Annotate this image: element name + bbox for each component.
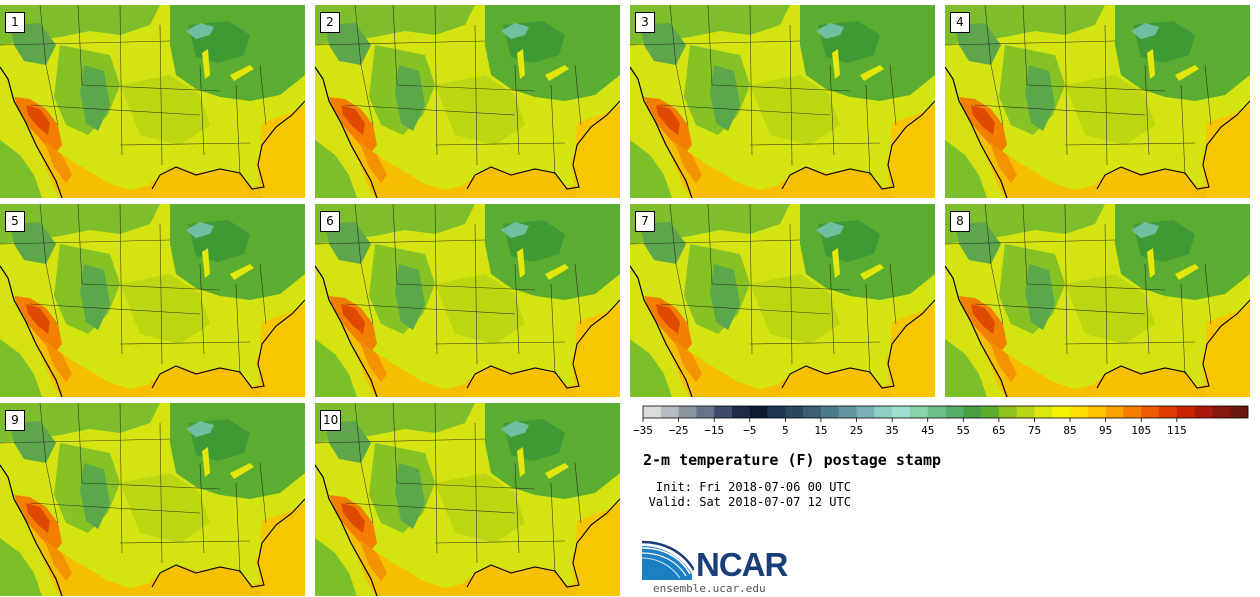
member-number-label: 8 [950, 211, 970, 232]
ensemble-member-panel-3: 3 [630, 5, 935, 198]
colorbar-swatch [731, 406, 751, 418]
ensemble-member-panel-5: 5 [0, 204, 305, 397]
member-number-label: 3 [635, 12, 655, 33]
init-time: Init: Fri 2018-07-06 00 UTC [643, 480, 851, 494]
member-number-label: 5 [5, 211, 25, 232]
logo-url[interactable]: ensemble.ucar.edu [653, 582, 766, 595]
ensemble-member-panel-4: 4 [945, 5, 1250, 198]
colorbar-tick-label: 25 [850, 424, 863, 437]
colorbar-swatch [874, 406, 893, 418]
colorbar-swatch [803, 406, 822, 418]
temperature-map [630, 204, 935, 397]
page-title: 2-m temperature (F) postage stamp [643, 451, 942, 469]
colorbar-graphic: −35 −25 −15 −5 5 15 25 35 45 55 65 75 85 95 105 115 [633, 405, 1249, 437]
temperature-map [0, 5, 305, 198]
colorbar-swatch [643, 406, 662, 418]
colorbar-swatch [696, 406, 715, 418]
colorbar-swatch [945, 406, 964, 418]
ensemble-member-panel-8: 8 [945, 204, 1250, 397]
member-number-label: 7 [635, 211, 655, 232]
member-number-label: 10 [320, 410, 342, 431]
colorbar-swatch [714, 406, 733, 418]
colorbar-swatch [927, 406, 946, 418]
colorbar-tick-label: 75 [1028, 424, 1041, 437]
colorbar-swatch [1105, 406, 1124, 418]
colorbar-swatch [767, 406, 786, 418]
ensemble-member-panel-2: 2 [315, 5, 620, 198]
ncar-swoosh-icon [642, 540, 694, 580]
colorbar-swatch [892, 406, 911, 418]
ensemble-member-panel-1: 1 [0, 5, 305, 198]
temperature-map [945, 5, 1250, 198]
temperature-map [0, 403, 305, 596]
temperature-map [315, 5, 620, 198]
colorbar-tick-label: −15 [704, 424, 724, 437]
colorbar-swatch [678, 406, 697, 418]
member-number-label: 6 [320, 211, 340, 232]
temperature-map [630, 5, 935, 198]
colorbar-swatch [749, 406, 768, 418]
valid-label: Valid: [648, 495, 692, 509]
ensemble-member-panel-6: 6 [315, 204, 620, 397]
colorbar-swatch [785, 406, 804, 418]
colorbar-swatch [1141, 406, 1160, 418]
member-number-label: 4 [950, 12, 970, 33]
colorbar-swatch [1034, 406, 1053, 418]
colorbar-swatch [963, 406, 982, 418]
init-label: Init: [655, 480, 692, 494]
colorbar-tick-label: −35 [633, 424, 653, 437]
ensemble-member-panel-10: 10 [315, 403, 620, 596]
colorbar-swatch [1230, 406, 1249, 418]
colorbar-swatch [856, 406, 875, 418]
colorbar-tick-label: 85 [1063, 424, 1076, 437]
colorbar-tick-label: 95 [1099, 424, 1112, 437]
temperature-map [315, 403, 620, 596]
colorbar-swatch [1212, 406, 1231, 418]
member-number-label: 9 [5, 410, 25, 431]
colorbar-tick-label: 55 [957, 424, 970, 437]
colorbar-tick-label: 45 [921, 424, 934, 437]
ensemble-member-panel-7: 7 [630, 204, 935, 397]
member-number-label: 1 [5, 12, 25, 33]
colorbar-swatch [1087, 406, 1106, 418]
ensemble-member-panel-9: 9 [0, 403, 305, 596]
colorbar-swatch [820, 406, 840, 418]
colorbar-swatch [1194, 406, 1213, 418]
valid-time: Valid: Sat 2018-07-07 12 UTC [643, 495, 851, 509]
colorbar-swatch [1176, 406, 1195, 418]
colorbar-swatch [838, 406, 857, 418]
temperature-colorbar: −35 −25 −15 −5 5 15 25 35 45 55 65 75 85 95 105 115 [633, 405, 1249, 437]
colorbar-tick-label: 15 [814, 424, 827, 437]
colorbar-tick-label: 65 [992, 424, 1005, 437]
logo-text: NCAR [696, 546, 788, 583]
colorbar-tick-label: −5 [743, 424, 756, 437]
temperature-map [315, 204, 620, 397]
colorbar-swatch [1070, 406, 1089, 418]
colorbar-frame [642, 405, 1249, 419]
colorbar-tick-label: 5 [782, 424, 789, 437]
colorbar-swatch [1123, 406, 1142, 418]
temperature-map [945, 204, 1250, 397]
colorbar-swatch [981, 406, 1000, 418]
colorbar-swatch [909, 406, 928, 418]
colorbar-tick-label: 105 [1131, 424, 1151, 437]
colorbar-tick-label: 35 [885, 424, 898, 437]
colorbar-tick-label: −25 [669, 424, 689, 437]
colorbar-swatch [1052, 406, 1071, 418]
temperature-map [0, 204, 305, 397]
ncar-logo[interactable]: NCAR ensemble.ucar.edu [642, 540, 802, 596]
colorbar-swatch [660, 406, 679, 418]
member-number-label: 2 [320, 12, 340, 33]
colorbar-swatch [1159, 406, 1178, 418]
colorbar-swatch [1016, 406, 1035, 418]
colorbar-swatch [998, 406, 1017, 418]
init-value: Fri 2018-07-06 00 UTC [699, 480, 851, 494]
colorbar-tick-label: 115 [1167, 424, 1187, 437]
valid-value: Sat 2018-07-07 12 UTC [699, 495, 851, 509]
